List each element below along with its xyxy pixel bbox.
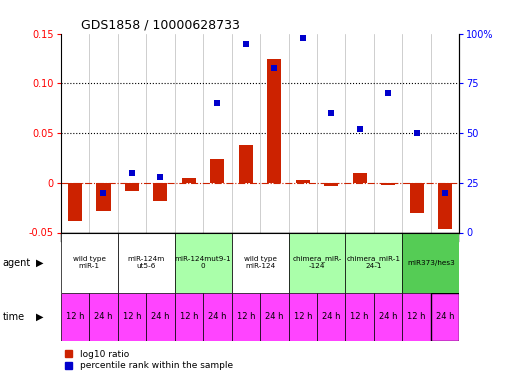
Bar [296, 180, 310, 183]
Bar [182, 178, 196, 183]
Bar [317, 292, 345, 341]
Text: 24 h: 24 h [265, 312, 284, 321]
Bar [96, 183, 110, 211]
Bar [402, 292, 431, 341]
Bar [210, 159, 224, 183]
Bar [402, 232, 459, 292]
FancyBboxPatch shape [203, 232, 232, 243]
FancyBboxPatch shape [175, 232, 203, 243]
FancyBboxPatch shape [61, 232, 89, 243]
Bar [68, 183, 82, 220]
Text: 12 h: 12 h [351, 312, 369, 321]
Bar [410, 183, 424, 213]
Bar [203, 292, 232, 341]
Bar [381, 183, 395, 185]
Bar [239, 145, 253, 183]
Bar [431, 292, 459, 341]
Text: time: time [3, 312, 25, 322]
FancyBboxPatch shape [260, 232, 288, 243]
Bar [61, 292, 89, 341]
FancyBboxPatch shape [431, 232, 459, 243]
Bar [153, 183, 167, 201]
FancyBboxPatch shape [317, 232, 345, 243]
Text: 12 h: 12 h [237, 312, 255, 321]
Text: 24 h: 24 h [208, 312, 227, 321]
Text: GDS1858 / 10000628733: GDS1858 / 10000628733 [81, 18, 240, 31]
Text: 12 h: 12 h [122, 312, 141, 321]
Bar [118, 292, 146, 341]
Text: 24 h: 24 h [94, 312, 112, 321]
Bar [288, 232, 345, 292]
Text: 24 h: 24 h [322, 312, 341, 321]
Text: 24 h: 24 h [379, 312, 398, 321]
Bar [288, 292, 317, 341]
Bar [125, 183, 139, 191]
Bar [324, 183, 338, 186]
Text: miR-124mut9-1
0: miR-124mut9-1 0 [175, 256, 231, 269]
Bar [260, 292, 288, 341]
Text: 12 h: 12 h [180, 312, 198, 321]
FancyBboxPatch shape [402, 232, 431, 243]
Text: agent: agent [3, 258, 31, 267]
Text: 24 h: 24 h [436, 312, 455, 321]
FancyBboxPatch shape [89, 232, 118, 243]
Legend: log10 ratio, percentile rank within the sample: log10 ratio, percentile rank within the … [65, 350, 233, 370]
Bar [345, 292, 374, 341]
Bar [232, 232, 288, 292]
Bar [175, 292, 203, 341]
FancyBboxPatch shape [232, 232, 260, 243]
Bar [267, 58, 281, 183]
Bar [345, 232, 402, 292]
Text: ▶: ▶ [36, 312, 43, 322]
Bar [232, 292, 260, 341]
FancyBboxPatch shape [118, 232, 146, 243]
Text: wild type
miR-1: wild type miR-1 [73, 256, 106, 269]
Text: chimera_miR-
-124: chimera_miR- -124 [293, 256, 342, 269]
FancyBboxPatch shape [288, 232, 317, 243]
Text: 12 h: 12 h [65, 312, 84, 321]
FancyBboxPatch shape [345, 232, 374, 243]
Text: miR-124m
ut5-6: miR-124m ut5-6 [128, 256, 165, 269]
Text: 12 h: 12 h [408, 312, 426, 321]
Bar [374, 292, 402, 341]
Bar [146, 292, 175, 341]
Text: wild type
miR-124: wild type miR-124 [243, 256, 277, 269]
Text: chimera_miR-1
24-1: chimera_miR-1 24-1 [347, 256, 401, 269]
Bar [175, 232, 232, 292]
Text: miR373/hes3: miR373/hes3 [407, 260, 455, 266]
Bar [353, 173, 367, 183]
Bar [118, 232, 175, 292]
Text: 24 h: 24 h [151, 312, 169, 321]
Text: 12 h: 12 h [294, 312, 312, 321]
Bar [61, 232, 118, 292]
Bar [89, 292, 118, 341]
FancyBboxPatch shape [146, 232, 175, 243]
Bar [438, 183, 452, 228]
Text: ▶: ▶ [36, 258, 43, 267]
FancyBboxPatch shape [374, 232, 402, 243]
